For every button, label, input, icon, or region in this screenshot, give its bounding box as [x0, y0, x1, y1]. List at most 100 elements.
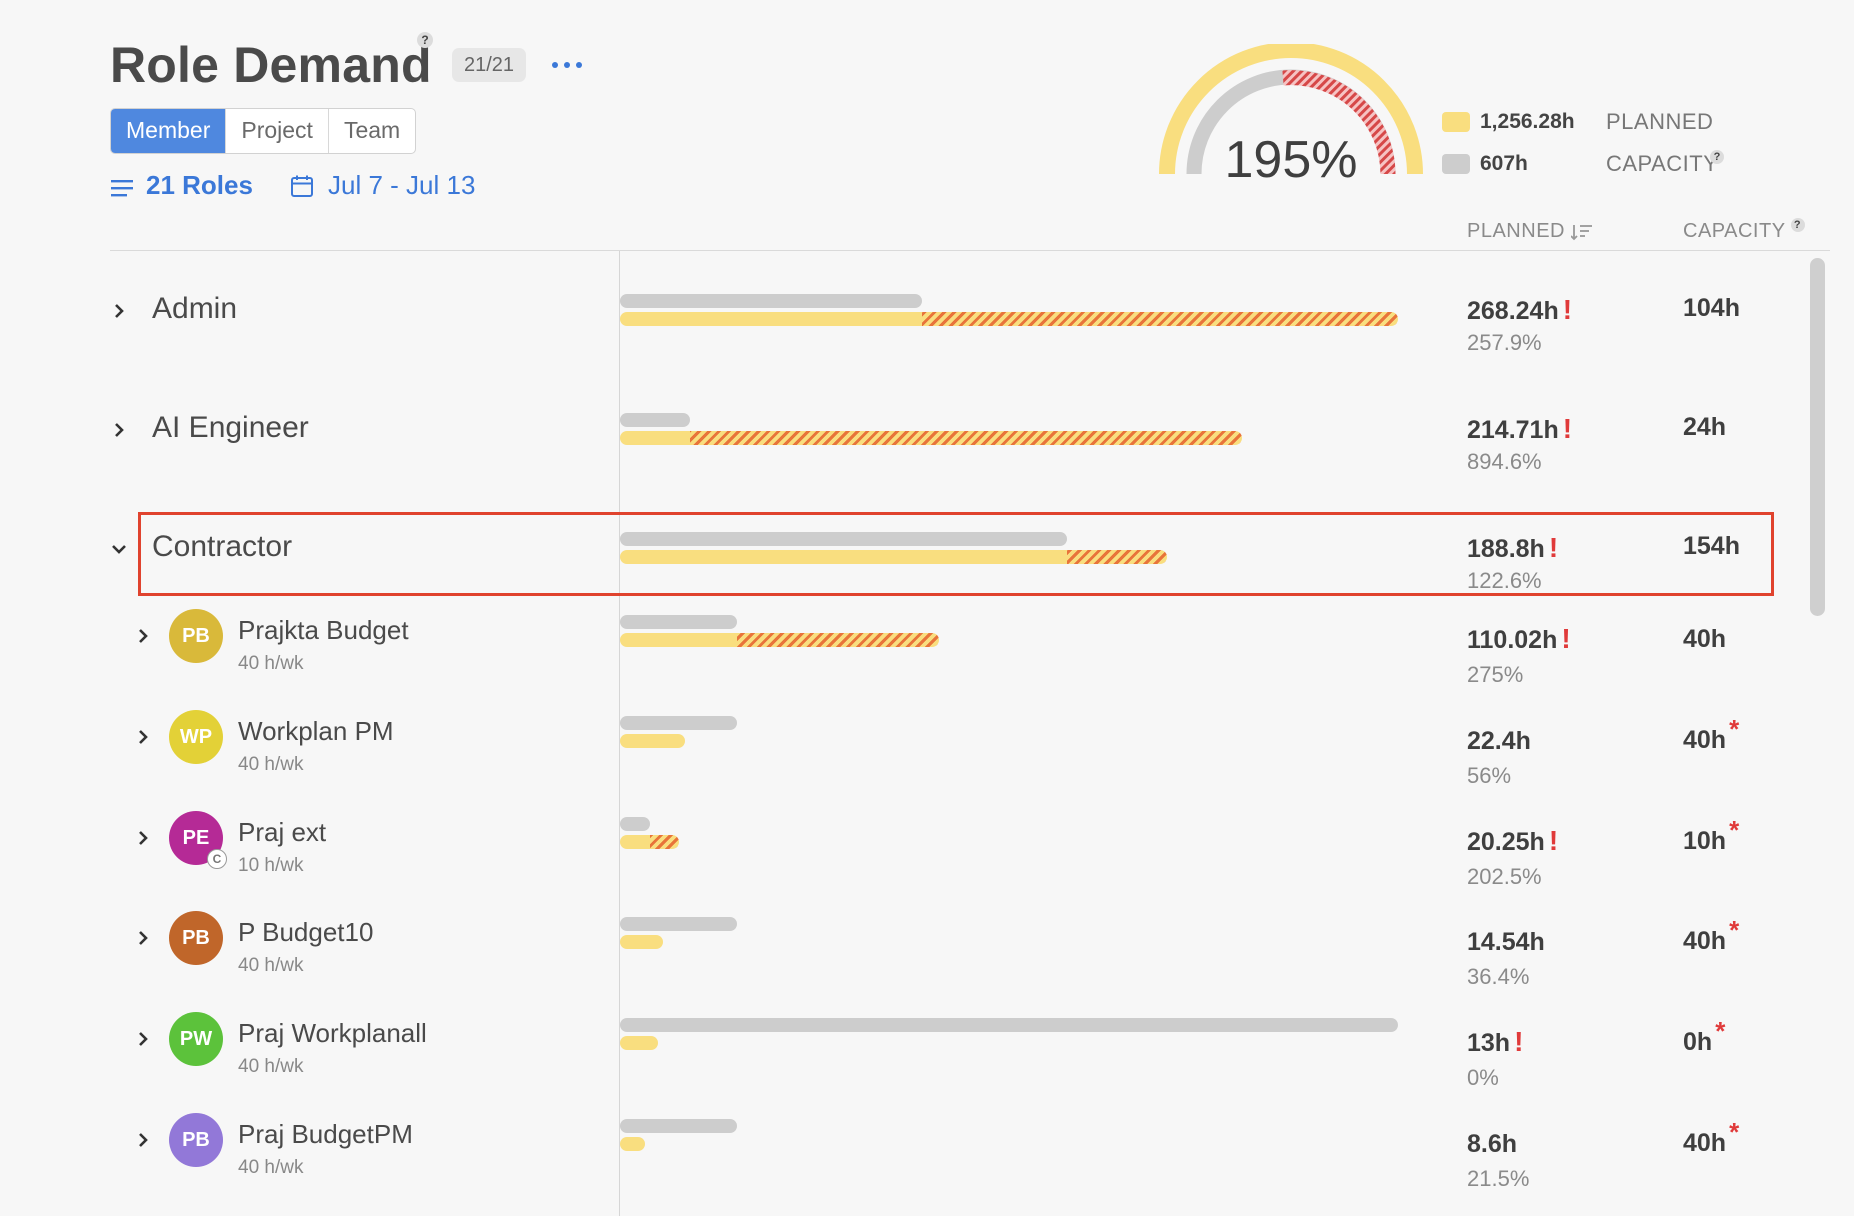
planned-column-header[interactable]: PLANNED	[1467, 220, 1593, 243]
expand-chevron-icon[interactable]	[136, 629, 150, 643]
capacity-hours-value: 40h	[1683, 726, 1727, 754]
capacity-hours: 10h *	[1683, 815, 1739, 856]
expand-chevron-icon[interactable]	[136, 931, 150, 945]
date-range-button[interactable]: Jul 7 - Jul 13	[290, 170, 475, 201]
overbooked-warning-icon: !	[1561, 623, 1571, 654]
capacity-hours: 0h *	[1683, 1016, 1725, 1057]
planned-percent: 36.4%	[1467, 964, 1530, 989]
overbooked-warning-icon: !	[1548, 825, 1559, 856]
collapse-chevron-icon[interactable]	[112, 542, 126, 556]
capacity-note-asterisk: *	[1729, 815, 1740, 845]
capacity-swatch	[1442, 154, 1470, 174]
overbooked-warning-icon: !	[1562, 413, 1573, 444]
overbooked-warning-icon: !	[1548, 532, 1559, 563]
role-name[interactable]: Admin	[152, 292, 238, 325]
capacity-column-help-icon[interactable]: ?	[1790, 217, 1805, 232]
page-title: Role Demand	[110, 37, 432, 93]
over-capacity-bar	[737, 633, 939, 647]
capacity-bar	[620, 615, 737, 629]
capacity-bar	[620, 294, 922, 308]
planned-percent: 275%	[1467, 662, 1524, 687]
planned-hours-value: 13h	[1467, 1029, 1511, 1057]
planned-hours-value: 8.6h	[1467, 1130, 1518, 1158]
planned-percent: 21.5%	[1467, 1166, 1530, 1191]
planned-percent: 202.5%	[1467, 864, 1542, 889]
roles-filter-button[interactable]: 21 Roles	[110, 170, 253, 201]
planned-percent: 122.6%	[1467, 568, 1542, 593]
planned-hours: 14.54h	[1467, 925, 1549, 957]
role-name[interactable]: Contractor	[152, 530, 293, 563]
avatar: PB	[169, 609, 223, 663]
planned-hours: 13h!	[1467, 1026, 1523, 1058]
tab-project[interactable]: Project	[225, 109, 328, 153]
more-options-button[interactable]	[552, 58, 582, 72]
member-name[interactable]: Prajkta Budget	[238, 615, 409, 645]
capacity-note-asterisk: *	[1729, 714, 1740, 744]
expand-chevron-icon[interactable]	[136, 730, 150, 744]
list-icon	[110, 175, 134, 197]
tab-member[interactable]: Member	[111, 109, 226, 153]
expand-chevron-icon[interactable]	[136, 1032, 150, 1046]
expand-chevron-icon[interactable]	[112, 304, 126, 318]
member-name[interactable]: Praj Workplanall	[238, 1018, 427, 1048]
member-weekly-capacity: 10 h/wk	[238, 855, 304, 876]
capacity-column-header[interactable]: CAPACITY ?	[1683, 217, 1805, 243]
capacity-note-asterisk: *	[1729, 915, 1740, 945]
planned-hours: 188.8h!	[1467, 532, 1558, 564]
avatar: PE	[169, 811, 223, 865]
member-name[interactable]: Praj ext	[238, 817, 327, 847]
planned-bar	[620, 734, 685, 748]
planned-bar	[620, 1036, 658, 1050]
member-name[interactable]: Praj BudgetPM	[238, 1119, 413, 1149]
capacity-hours-value: 24h	[1683, 413, 1727, 441]
over-capacity-bar	[1067, 550, 1167, 564]
over-capacity-bar	[690, 431, 1242, 445]
expand-chevron-icon[interactable]	[136, 1133, 150, 1147]
expand-chevron-icon[interactable]	[136, 831, 150, 845]
date-range-label: Jul 7 - Jul 13	[328, 170, 476, 200]
member-weekly-capacity: 40 h/wk	[238, 754, 304, 775]
legend-planned-hours: 1,256.28h	[1480, 110, 1575, 133]
capacity-hours: 24h	[1683, 413, 1726, 442]
capacity-hours: 40h *	[1683, 915, 1739, 956]
member-name[interactable]: Workplan PM	[238, 716, 394, 746]
overbooked-warning-icon: !	[1562, 294, 1573, 325]
capacity-bar	[620, 917, 737, 931]
planned-percent: 0%	[1467, 1065, 1499, 1090]
role-name[interactable]: AI Engineer	[152, 411, 309, 444]
avatar: PB	[169, 911, 223, 965]
contractor-badge: C	[207, 849, 227, 869]
planned-bar	[620, 431, 690, 445]
planned-hours-value: 214.71h	[1467, 416, 1559, 444]
member-weekly-capacity: 40 h/wk	[238, 955, 304, 976]
planned-hours-value: 14.54h	[1467, 928, 1545, 956]
gauge-percent: 195%	[1224, 131, 1358, 189]
capacity-bar	[620, 532, 1067, 546]
planned-column-label: PLANNED	[1467, 220, 1565, 242]
roles-filter-label: 21 Roles	[146, 170, 253, 200]
capacity-help-icon[interactable]: ?	[1710, 150, 1724, 164]
capacity-bar	[620, 1018, 1398, 1032]
planned-bar	[620, 633, 737, 647]
sort-icon	[1570, 223, 1593, 241]
planned-hours-value: 188.8h	[1467, 535, 1545, 563]
member-name[interactable]: P Budget10	[238, 917, 374, 947]
capacity-bar	[620, 1119, 737, 1133]
capacity-bar	[620, 817, 650, 831]
gauge-legend: 1,256.28h PLANNED 607h CAPACITY ?	[1442, 108, 1742, 188]
title-help-icon[interactable]: ?	[417, 32, 433, 48]
capacity-hours: 40h	[1683, 623, 1729, 654]
planned-bar	[620, 550, 1067, 564]
expand-chevron-icon[interactable]	[112, 423, 126, 437]
capacity-hours: 154h	[1683, 532, 1740, 561]
capacity-hours: 40h *	[1683, 1117, 1739, 1158]
overbooked-warning-icon: !	[1514, 1026, 1524, 1057]
member-weekly-capacity: 40 h/wk	[238, 1056, 304, 1077]
view-toggle: Member Project Team	[110, 108, 417, 154]
avatar: WP	[169, 710, 223, 764]
planned-hours-value: 110.02h	[1467, 626, 1558, 654]
tab-team[interactable]: Team	[327, 109, 415, 153]
scrollbar-thumb[interactable]	[1810, 258, 1825, 616]
capacity-column-label: CAPACITY	[1683, 220, 1786, 242]
legend-capacity-hours: 607h	[1480, 152, 1528, 175]
